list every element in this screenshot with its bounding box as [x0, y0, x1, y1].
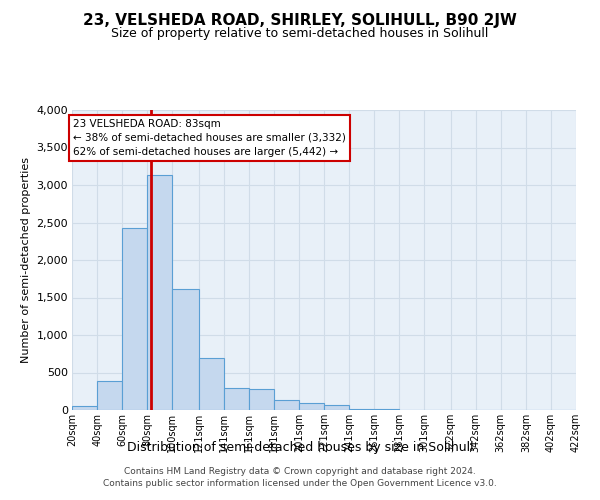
- Bar: [122, 228, 147, 410]
- Bar: [172, 288, 199, 410]
- Bar: [147, 176, 172, 410]
- Text: Distribution of semi-detached houses by size in Solihull: Distribution of semi-detached houses by …: [127, 441, 473, 454]
- Text: 23 VELSHEDA ROAD: 83sqm
← 38% of semi-detached houses are smaller (3,332)
62% of: 23 VELSHEDA ROAD: 83sqm ← 38% of semi-de…: [73, 119, 346, 157]
- Bar: [299, 403, 324, 410]
- Text: Size of property relative to semi-detached houses in Solihull: Size of property relative to semi-detach…: [112, 28, 488, 40]
- Bar: [349, 408, 374, 410]
- Bar: [274, 400, 299, 410]
- Bar: [72, 406, 97, 410]
- Bar: [374, 409, 399, 410]
- Bar: [97, 381, 122, 410]
- Bar: [199, 358, 224, 410]
- Y-axis label: Number of semi-detached properties: Number of semi-detached properties: [20, 157, 31, 363]
- Text: Contains HM Land Registry data © Crown copyright and database right 2024.
Contai: Contains HM Land Registry data © Crown c…: [103, 466, 497, 487]
- Text: 23, VELSHEDA ROAD, SHIRLEY, SOLIHULL, B90 2JW: 23, VELSHEDA ROAD, SHIRLEY, SOLIHULL, B9…: [83, 12, 517, 28]
- Bar: [249, 389, 274, 410]
- Bar: [324, 405, 349, 410]
- Bar: [224, 388, 249, 410]
